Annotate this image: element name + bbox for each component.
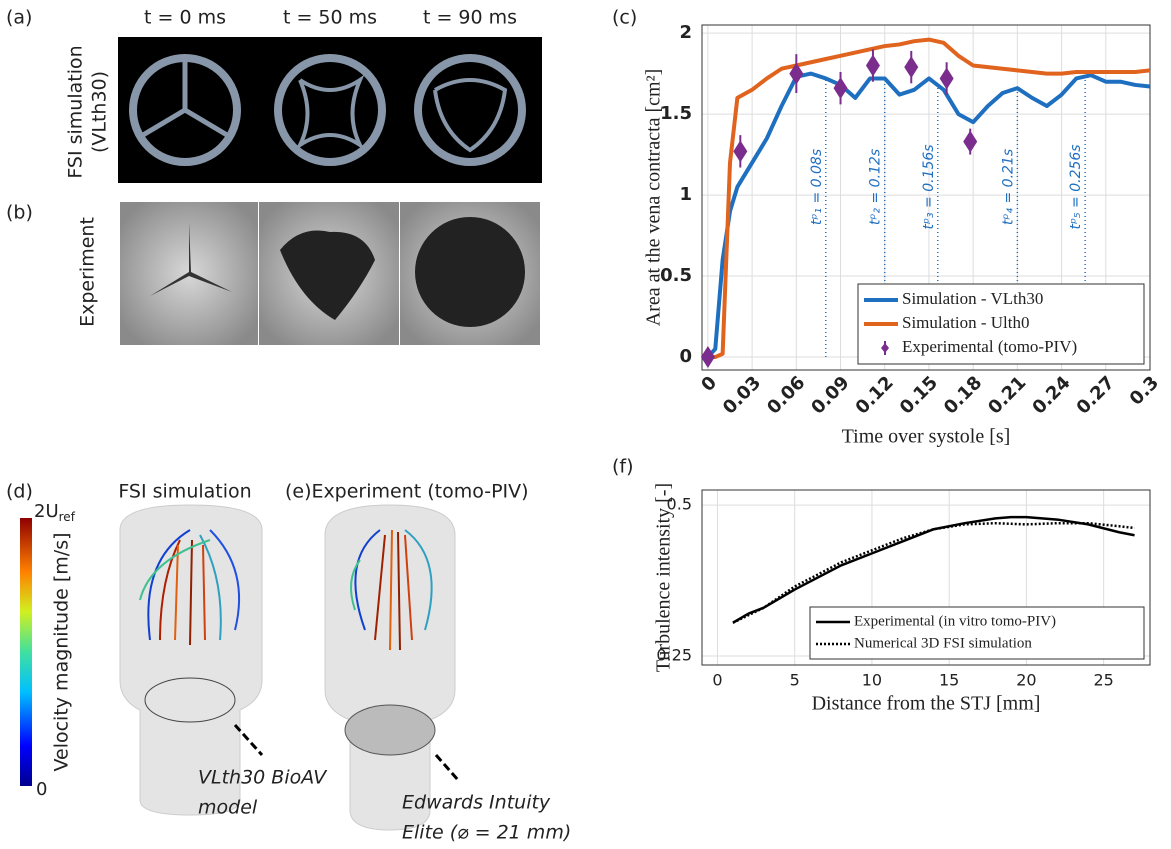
panel-title: FSI simulation [118, 481, 251, 503]
series-line [706, 71, 1151, 359]
row-label: FSI simulation [65, 45, 87, 178]
data-point [904, 56, 919, 79]
panel-tag: (e) [285, 481, 312, 503]
y-tick-label: 0.5 [660, 265, 692, 286]
y-axis-label: Area at the vena contracta [cm²] [643, 69, 665, 327]
y-axis-label: Turbulence intensity [-] [653, 483, 675, 672]
data-point [833, 77, 848, 100]
data-point [700, 346, 715, 369]
note: VLth30 BioAV [198, 767, 328, 789]
x-tick-label: 0.24 [1028, 372, 1074, 418]
x-tick-label: 0.12 [852, 372, 898, 418]
legend-label: Simulation - VLth30 [902, 289, 1043, 308]
data-point [733, 140, 748, 163]
series-line [732, 521, 1135, 624]
legend-label: Simulation - Ulth0 [902, 313, 1030, 332]
colorbar-label: Velocity magnitude [m/s] [51, 532, 73, 771]
x-tick-label: 0 [712, 671, 722, 690]
time-label: t = 0 ms [144, 7, 226, 29]
legend-label: Numerical 3D FSI simulation [854, 635, 1032, 651]
annotation-label: tᵖ₁ = 0.08s [809, 149, 825, 225]
row-label: Experiment [77, 217, 99, 327]
data-point [865, 54, 880, 77]
x-tick-label: 0.03 [719, 372, 765, 418]
x-tick-label: 0.18 [940, 372, 986, 418]
axes-frame [701, 24, 1151, 371]
x-tick-label: 15 [939, 671, 959, 690]
axes-frame [701, 489, 1151, 666]
x-tick-label: 0.27 [1073, 372, 1119, 418]
x-tick-label: 20 [1016, 671, 1036, 690]
valve-renders [129, 54, 526, 166]
data-point [789, 62, 804, 85]
colorbar-min: 0 [36, 779, 47, 800]
legend-box [809, 606, 1145, 660]
x-tick-label: 10 [862, 671, 882, 690]
experiment-images [120, 202, 540, 345]
x-tick-label: 0.21 [984, 372, 1030, 418]
colorbar-max: 2Uref [34, 501, 76, 524]
colorbar [20, 518, 32, 786]
series-line [707, 37, 1151, 360]
x-tick-label: 0.3 [1126, 372, 1163, 409]
annotation-label: tᵖ₅ = 0.256s [1068, 144, 1084, 229]
note: model [198, 797, 258, 819]
note: Edwards Intuity [402, 792, 551, 814]
x-tick-label: 5 [790, 671, 800, 690]
row-label: (VLth30) [89, 71, 111, 153]
data-point [963, 130, 978, 153]
flow-renders [119, 504, 460, 831]
y-tick-label: 0.25 [656, 645, 692, 664]
legend-label: Experimental (tomo-PIV) [902, 337, 1077, 356]
y-tick-label: 0 [679, 346, 692, 367]
time-label: t = 90 ms [423, 7, 517, 29]
legend-swatch [881, 343, 889, 353]
time-label: t = 50 ms [283, 7, 377, 29]
annotation-label: tᵖ₃ = 0.156s [921, 144, 937, 229]
y-tick-label: 2 [679, 22, 692, 43]
x-tick-label: 0.09 [807, 372, 853, 418]
x-tick-label: 0.15 [896, 372, 942, 418]
x-tick-label: 25 [1093, 671, 1113, 690]
x-axis-label: Time over systole [s] [842, 426, 1011, 448]
panel-tag: (c) [612, 7, 637, 29]
data-point [939, 67, 954, 90]
legend-box [857, 283, 1145, 365]
annotation-label: tᵖ₄ = 0.21s [1000, 149, 1016, 225]
note: Elite (⌀ = 21 mm) [402, 822, 571, 844]
legend-label: Experimental (in vitro tomo-PIV) [854, 613, 1056, 629]
x-tick-label: 0.06 [763, 372, 809, 418]
panel-tag: (a) [6, 7, 32, 29]
panel-title: Experiment (tomo-PIV) [311, 481, 528, 503]
y-tick-label: 1 [679, 184, 692, 205]
panel-tag: (f) [612, 456, 634, 478]
x-tick-label: 0 [697, 372, 721, 396]
y-tick-label: 0.5 [667, 495, 692, 514]
y-tick-label: 1.5 [660, 103, 692, 124]
annotation-label: tᵖ₂ = 0.12s [868, 149, 884, 225]
panel-tag: (b) [6, 202, 33, 224]
panel-tag: (d) [6, 481, 33, 503]
x-axis-label: Distance from the STJ [mm] [812, 693, 1041, 715]
